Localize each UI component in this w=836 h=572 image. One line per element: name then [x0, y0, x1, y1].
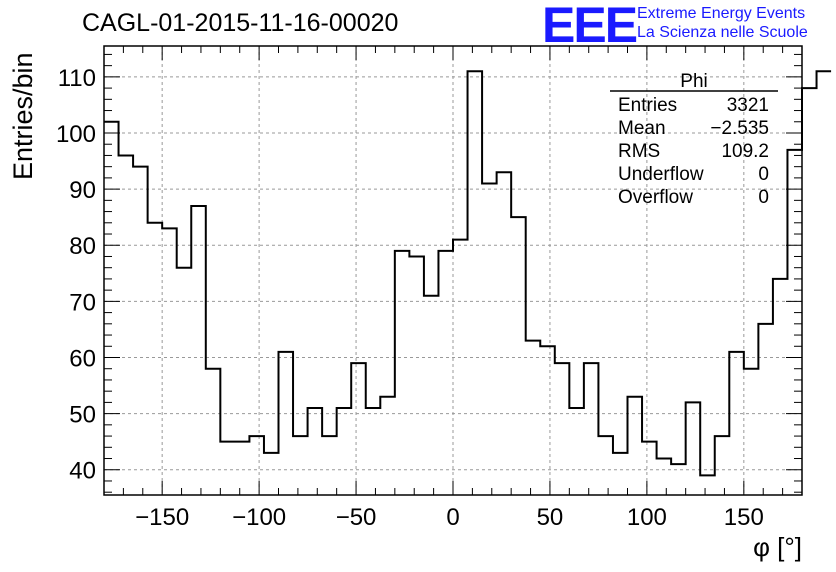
eee-logo: EEE [542, 0, 638, 53]
stats-row-label: Overflow [618, 187, 693, 208]
stats-row-value: 3321 [727, 95, 769, 116]
histogram-bin [715, 436, 730, 495]
histogram-bin [657, 459, 672, 495]
histogram-bin [235, 442, 250, 495]
histogram-bin [162, 228, 177, 495]
stats-row-label: Mean [618, 118, 666, 139]
histogram-bin [613, 453, 628, 495]
histogram-bin [366, 408, 381, 495]
stats-row-value: 0 [758, 187, 769, 208]
x-tick-label: 50 [537, 504, 564, 531]
histogram-bin [264, 453, 279, 495]
histogram-bin [482, 184, 497, 495]
stats-row-value: 0 [758, 164, 769, 185]
histogram-outline [104, 70, 832, 477]
x-tick-label: −50 [336, 504, 377, 531]
histogram-bin [453, 240, 468, 495]
x-axis-label: φ [°] [753, 532, 802, 562]
y-tick-label: 60 [69, 345, 96, 372]
histogram-bin [409, 256, 424, 495]
x-tick-label: 100 [627, 504, 667, 531]
histogram-bin [191, 206, 206, 495]
x-tick-label: 0 [446, 504, 459, 531]
histogram-bin [438, 251, 453, 495]
histogram-bin [148, 223, 163, 495]
histogram-bin [758, 324, 773, 495]
histogram-bin [817, 71, 832, 495]
histogram-bin [133, 167, 148, 495]
histogram-bin [569, 408, 584, 495]
histogram-bin [424, 296, 439, 495]
histogram-bin [526, 341, 541, 495]
y-tick-label: 50 [69, 402, 96, 429]
histogram-bin [540, 346, 555, 495]
stats-row-label: Entries [618, 95, 677, 116]
logo-caption: Extreme Energy Events La Scienza nelle S… [637, 4, 808, 42]
y-tick-label: 90 [69, 177, 96, 204]
stats-row-value: 109.2 [721, 141, 769, 162]
histogram-bin [787, 150, 802, 495]
histogram-bin [802, 88, 817, 495]
histogram-bin [337, 408, 352, 495]
histogram-bin [686, 402, 701, 495]
stats-row-value: −2.535 [710, 118, 769, 139]
histogram-bin [119, 155, 134, 495]
stats-box-title: Phi [680, 71, 707, 92]
histogram-bin [322, 436, 337, 495]
histogram-bin [206, 369, 221, 495]
x-tick-label: 150 [724, 504, 764, 531]
histogram-bin [293, 436, 308, 495]
histogram-bin [380, 397, 395, 495]
x-tick-label: −150 [135, 504, 189, 531]
stats-row-label: Underflow [618, 164, 704, 185]
histogram-bin [279, 352, 294, 495]
histogram-bin [729, 352, 744, 495]
histogram-bin [584, 363, 599, 495]
histogram-bin [177, 268, 192, 495]
histogram-bin [773, 279, 788, 495]
y-tick-label: 40 [69, 458, 96, 485]
y-tick-label: 110 [58, 65, 96, 92]
histogram-bin [308, 408, 323, 495]
y-tick-label: 100 [56, 121, 96, 148]
logo-line-1: Extreme Energy Events [637, 5, 806, 22]
histogram-bin [220, 442, 235, 495]
histogram-bin [642, 442, 657, 495]
stats-row-label: RMS [618, 141, 660, 162]
histogram-bin [628, 397, 643, 495]
histogram-bin [511, 217, 526, 495]
histogram-bin [351, 363, 366, 495]
y-tick-label: 70 [69, 289, 96, 316]
chart-title: CAGL-01-2015-11-16-00020 [82, 9, 399, 37]
histogram-bin [395, 251, 410, 495]
histogram-bin [249, 436, 264, 495]
histogram-bin [468, 71, 483, 495]
histogram-bin [497, 172, 512, 495]
y-tick-label: 80 [69, 233, 96, 260]
histogram-bin [671, 464, 686, 495]
logo-line-2: La Scienza nelle Scuole [637, 24, 808, 41]
x-tick-label: −100 [232, 504, 286, 531]
histogram-bin [744, 369, 759, 495]
histogram-bin [700, 475, 715, 495]
histogram-bin [598, 436, 613, 495]
histogram-bin [555, 363, 570, 495]
